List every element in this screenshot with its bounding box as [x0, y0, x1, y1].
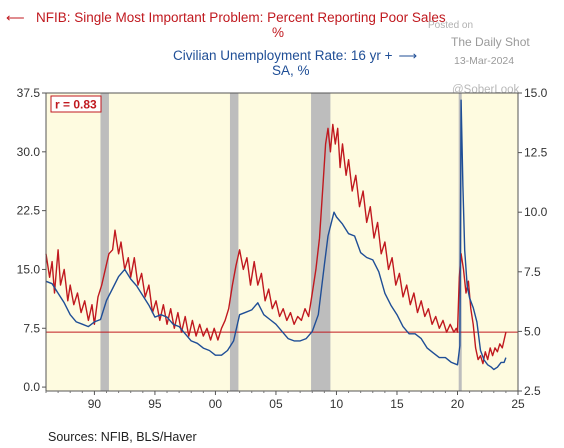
watermark-date: 13-Mar-2024: [454, 55, 515, 67]
y-right-tick-label: 2.5: [524, 384, 541, 398]
x-tick-label: 10: [330, 397, 344, 411]
plot-frame: [45, 92, 519, 392]
watermark-site: The Daily Shot: [451, 35, 530, 49]
y-right-tick-label: 5.0: [524, 324, 541, 338]
legend-unemployment-title: Civilian Unemployment Rate: 16 yr +: [173, 48, 393, 63]
recession-band-2: [229, 93, 239, 391]
sources-note: Sources: NFIB, BLS/Haver: [48, 430, 197, 444]
watermark-posted: Posted on: [428, 20, 474, 31]
x-tick-label: 95: [148, 397, 162, 411]
series-unemployment: [45, 99, 507, 371]
x-tick-label: 20: [451, 397, 465, 411]
plot-background: [45, 92, 519, 392]
legend-unemployment: Civilian Unemployment Rate: 16 yr + ⟶ SA,…: [173, 48, 418, 78]
y-left-tick-label: 7.5: [23, 321, 40, 335]
legend-nfib-title: NFIB: Single Most Important Problem: Per…: [36, 10, 446, 25]
correlation-box: r = 0.83: [50, 95, 102, 113]
y-right-tick-label: 10.0: [524, 205, 548, 219]
x-tick-label: 25: [511, 397, 525, 411]
series-line-nfib: [45, 123, 507, 365]
y-right-tick-label: 12.5: [524, 146, 548, 160]
x-tick-label: 90: [88, 397, 102, 411]
correlation-label: r = 0.83: [55, 98, 97, 112]
recession-band-3: [311, 93, 331, 391]
y-left-tick-label: 0.0: [23, 380, 40, 394]
x-tick-label: 15: [390, 397, 404, 411]
recession-band-1: [100, 93, 109, 391]
x-tick-label: 00: [209, 397, 223, 411]
y-left-tick-label: 15.0: [17, 262, 41, 276]
legend-nfib-unit: %: [272, 25, 285, 40]
y-right-tick-label: 7.5: [524, 265, 541, 279]
y-left-tick-label: 30.0: [17, 145, 41, 159]
series-nfib: [45, 123, 507, 365]
legend-nfib: ⟵ NFIB: Single Most Important Problem: Pe…: [6, 10, 446, 40]
right-arrow-icon: ⟶: [398, 48, 418, 63]
legend-unemployment-unit: SA, %: [272, 63, 310, 78]
axes: 0.0 7.5 15.0 22.5 30.0 37.5 2.5 5.0 7.5 10.0 12.5 1…: [17, 86, 548, 411]
correlation-box-frame: [50, 95, 102, 113]
y-left-tick-label: 22.5: [17, 204, 41, 218]
left-arrow-icon: ⟵: [6, 10, 25, 25]
x-tick-label: 05: [269, 397, 283, 411]
y-right-tick-label: 15.0: [524, 86, 548, 100]
y-left-tick-label: 37.5: [17, 86, 41, 100]
series-line-unemployment: [45, 99, 507, 371]
